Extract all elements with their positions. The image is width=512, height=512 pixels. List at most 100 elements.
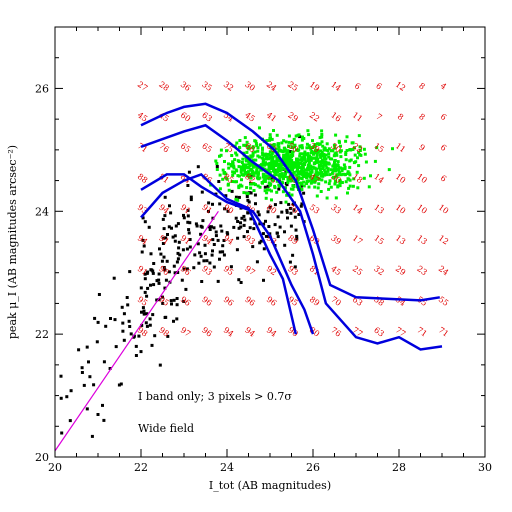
black-point (221, 250, 225, 254)
green-point (328, 173, 332, 177)
green-point (336, 185, 340, 189)
green-point (347, 171, 351, 175)
black-point (219, 224, 223, 228)
grid-value: 96 (179, 295, 193, 308)
green-point (249, 176, 253, 180)
black-point (273, 223, 277, 227)
green-point (327, 155, 331, 159)
green-point (358, 153, 362, 157)
black-point (175, 260, 179, 264)
grid-value: 19 (308, 80, 322, 93)
green-point (324, 161, 328, 165)
green-point (313, 185, 317, 189)
black-point (211, 216, 215, 220)
grid-value: 24 (265, 80, 279, 93)
green-point (273, 186, 277, 190)
black-point (173, 239, 177, 243)
green-point (325, 196, 329, 200)
green-point (306, 156, 310, 159)
black-point (200, 280, 204, 283)
green-point (287, 160, 290, 164)
green-point (224, 176, 228, 180)
green-point (320, 140, 324, 144)
black-point (161, 295, 164, 299)
green-point (274, 147, 278, 151)
grid-value: 29 (286, 110, 300, 123)
x-tick-label: 20 (48, 461, 62, 474)
black-point (143, 272, 147, 276)
green-point (344, 139, 348, 143)
green-point (242, 143, 246, 147)
green-point (327, 182, 331, 186)
black-point (293, 215, 297, 219)
green-point (300, 156, 304, 160)
green-point (320, 135, 324, 139)
green-point (254, 158, 258, 162)
green-point (235, 153, 239, 157)
green-point (341, 167, 345, 171)
grid-value: 63 (372, 325, 386, 338)
green-point (275, 170, 279, 174)
green-point (286, 176, 290, 180)
green-point (307, 185, 311, 189)
black-point (205, 259, 209, 263)
green-point (321, 165, 325, 169)
black-point (155, 279, 159, 283)
green-point (353, 153, 357, 157)
magenta-line (54, 210, 219, 452)
black-point (80, 366, 84, 370)
black-point (217, 180, 221, 183)
black-point (141, 216, 145, 220)
black-point (168, 204, 171, 208)
black-point (157, 272, 161, 276)
black-point (125, 296, 129, 299)
black-point (175, 303, 179, 307)
green-point (292, 185, 296, 188)
black-point (162, 227, 166, 231)
green-point (218, 173, 222, 177)
green-point (280, 141, 284, 145)
grid-value: 88 (136, 172, 150, 185)
grid-value: 16 (329, 110, 343, 123)
black-point (230, 189, 234, 193)
grid-value: 91 (136, 264, 150, 277)
black-point (197, 261, 201, 265)
black-point (288, 206, 292, 210)
green-point (254, 183, 257, 187)
green-point (297, 148, 301, 152)
green-point (247, 162, 251, 166)
green-point (333, 182, 337, 186)
green-point (278, 177, 282, 181)
black-point (277, 187, 281, 191)
x-tick-label: 24 (220, 461, 234, 474)
grid-value: 7 (374, 112, 383, 122)
green-point (308, 175, 312, 179)
green-point (246, 170, 249, 174)
green-point (301, 165, 305, 169)
black-point (159, 252, 163, 256)
green-point (324, 180, 328, 184)
green-point (285, 170, 289, 174)
green-point (274, 164, 277, 167)
green-point (235, 141, 239, 145)
black-point (251, 245, 255, 249)
black-point (142, 244, 146, 248)
green-point (254, 164, 258, 168)
green-point (309, 166, 313, 170)
grid-value: 15 (372, 233, 386, 246)
green-point (311, 146, 314, 149)
green-point (268, 170, 272, 174)
grid-value: 70 (329, 295, 343, 308)
black-point (176, 222, 180, 226)
green-point (258, 143, 262, 147)
black-point (174, 224, 178, 228)
black-point (167, 270, 171, 274)
black-point (207, 209, 210, 213)
black-point (140, 310, 143, 314)
green-point (310, 178, 314, 182)
green-point (319, 190, 323, 193)
green-point (291, 150, 295, 154)
black-point (172, 264, 176, 268)
black-point (80, 371, 84, 374)
grid-value: 10 (437, 203, 451, 216)
